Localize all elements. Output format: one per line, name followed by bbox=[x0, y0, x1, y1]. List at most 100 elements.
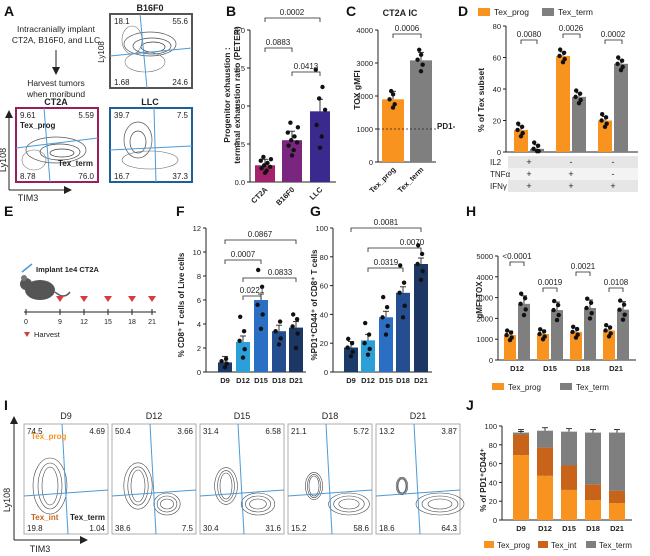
b16-contours bbox=[121, 25, 177, 73]
stacked-bar-segment bbox=[561, 431, 577, 466]
d-sign: + bbox=[568, 181, 573, 191]
c-bars bbox=[378, 47, 436, 162]
data-point bbox=[552, 298, 557, 304]
data-point bbox=[273, 329, 278, 334]
j-ylabel: % of PD1⁺CD44⁺ bbox=[479, 448, 488, 512]
flow-gate-vertical bbox=[149, 423, 157, 535]
quadrant-value: 21.1 bbox=[291, 427, 307, 436]
data-point bbox=[521, 312, 527, 318]
data-point bbox=[518, 301, 523, 307]
panel-letter-g: G bbox=[310, 203, 321, 219]
contour-line bbox=[153, 492, 181, 516]
data-point bbox=[415, 57, 420, 62]
x-tick-label: D9 bbox=[346, 376, 356, 385]
j-legend-prog-swatch bbox=[484, 541, 494, 548]
data-point bbox=[603, 115, 609, 120]
x-tick-label: Tex_term bbox=[396, 165, 426, 195]
y-tick-label: 60 bbox=[320, 282, 328, 291]
data-point bbox=[571, 324, 576, 330]
contour-line bbox=[41, 466, 59, 506]
llc-q4: 37.3 bbox=[172, 172, 188, 181]
y-tick-label: 0 bbox=[489, 356, 493, 365]
h-ylabel: gMFI TOX bbox=[475, 281, 484, 319]
data-point bbox=[350, 349, 355, 355]
quadrant-value: 38.6 bbox=[115, 524, 131, 533]
panel-f: % CD8⁺ T cells of Live cells 0 2 4 6 8 10 12 D9… bbox=[177, 224, 306, 385]
data-point bbox=[320, 84, 325, 90]
y-tick-label: 10 bbox=[193, 248, 201, 257]
data-point bbox=[241, 329, 247, 334]
flow-plot-day-title: D21 bbox=[410, 411, 427, 421]
f-brackets bbox=[224, 239, 297, 300]
contour-line bbox=[245, 495, 271, 513]
x-tick-label: D12 bbox=[236, 376, 250, 385]
contour-line bbox=[328, 492, 370, 516]
data-point bbox=[619, 58, 625, 63]
y-tick-label: 80 bbox=[493, 22, 501, 31]
llc-title: LLC bbox=[141, 97, 159, 107]
data-point bbox=[416, 243, 421, 248]
llc-q2: 7.5 bbox=[177, 111, 189, 120]
data-point bbox=[349, 341, 355, 346]
h-pvalue-3: 0.0021 bbox=[571, 262, 596, 271]
llc-q1: 39.7 bbox=[114, 111, 130, 120]
data-point bbox=[557, 53, 562, 59]
y-tick-label: 4000 bbox=[476, 273, 493, 282]
x-tick-label: LLC bbox=[308, 185, 325, 202]
y-tick-label: 2000 bbox=[356, 92, 373, 101]
data-point bbox=[294, 140, 300, 145]
contour-line bbox=[32, 457, 68, 515]
timeline-tick-label: 9 bbox=[58, 319, 62, 326]
quadrant-value: 15.2 bbox=[291, 524, 307, 533]
contour-line bbox=[338, 498, 360, 510]
y-tick-label: 2000 bbox=[476, 314, 493, 323]
quadrant-value: 7.5 bbox=[182, 524, 194, 533]
b16-q1: 18.1 bbox=[114, 17, 130, 26]
bar bbox=[344, 347, 358, 372]
data-point bbox=[541, 329, 547, 334]
x-tick-label: D15 bbox=[254, 376, 268, 385]
h-pvalue-1: <0.0001 bbox=[502, 252, 532, 261]
d-table-row-3 bbox=[508, 180, 638, 192]
stacked-bar-segment bbox=[609, 432, 625, 491]
d-legend-term-swatch bbox=[542, 8, 554, 16]
f-pvalue-4: 0.0221 bbox=[240, 286, 265, 295]
data-point bbox=[585, 296, 590, 301]
data-point bbox=[291, 312, 296, 317]
ct2a-title: CT2A bbox=[44, 97, 68, 107]
y-tick-label: 2.0 bbox=[235, 26, 245, 35]
harvest-marker bbox=[104, 296, 112, 302]
panel-b: Progenitor exhaustion : terminal exhaust… bbox=[222, 8, 336, 207]
bar bbox=[603, 330, 615, 360]
d-sign: - bbox=[570, 157, 573, 167]
contour-line bbox=[123, 462, 153, 510]
y-tick-label: 0 bbox=[493, 516, 497, 525]
j-axes: 0 20 40 60 80 100 D9 D12 D15 D18 D21 bbox=[484, 422, 632, 533]
ct2a-gate-h bbox=[15, 137, 99, 149]
bar bbox=[396, 292, 410, 372]
quadrant-value: 18.6 bbox=[379, 524, 395, 533]
harvest-marker bbox=[56, 296, 64, 302]
data-point bbox=[555, 302, 561, 308]
contour-line bbox=[249, 498, 267, 510]
timeline-tick-label: 21 bbox=[148, 319, 156, 326]
h-legend-prog: Tex_prog bbox=[508, 383, 541, 392]
harvest-marker bbox=[148, 296, 156, 302]
f-ylabel: % CD8⁺ T cells of Live cells bbox=[177, 252, 186, 357]
stacked-bar-segment bbox=[513, 432, 529, 435]
implant-text-line1: Intracranially implant bbox=[17, 24, 96, 34]
stacked-bar-segment bbox=[513, 434, 529, 456]
flow-plot-frame bbox=[199, 423, 285, 535]
quadrant-value: 3.87 bbox=[441, 427, 457, 436]
bar bbox=[537, 334, 549, 360]
data-point bbox=[261, 154, 266, 160]
x-tick-label: Tex_prog bbox=[368, 165, 398, 195]
data-point bbox=[380, 315, 385, 320]
x-tick-label: D18 bbox=[586, 524, 600, 533]
panel-letter-i: I bbox=[4, 397, 8, 413]
y-tick-label: 4 bbox=[197, 320, 201, 329]
data-point bbox=[258, 326, 264, 331]
g-bars bbox=[344, 243, 428, 372]
data-point bbox=[276, 342, 282, 347]
contour-line bbox=[421, 495, 459, 513]
